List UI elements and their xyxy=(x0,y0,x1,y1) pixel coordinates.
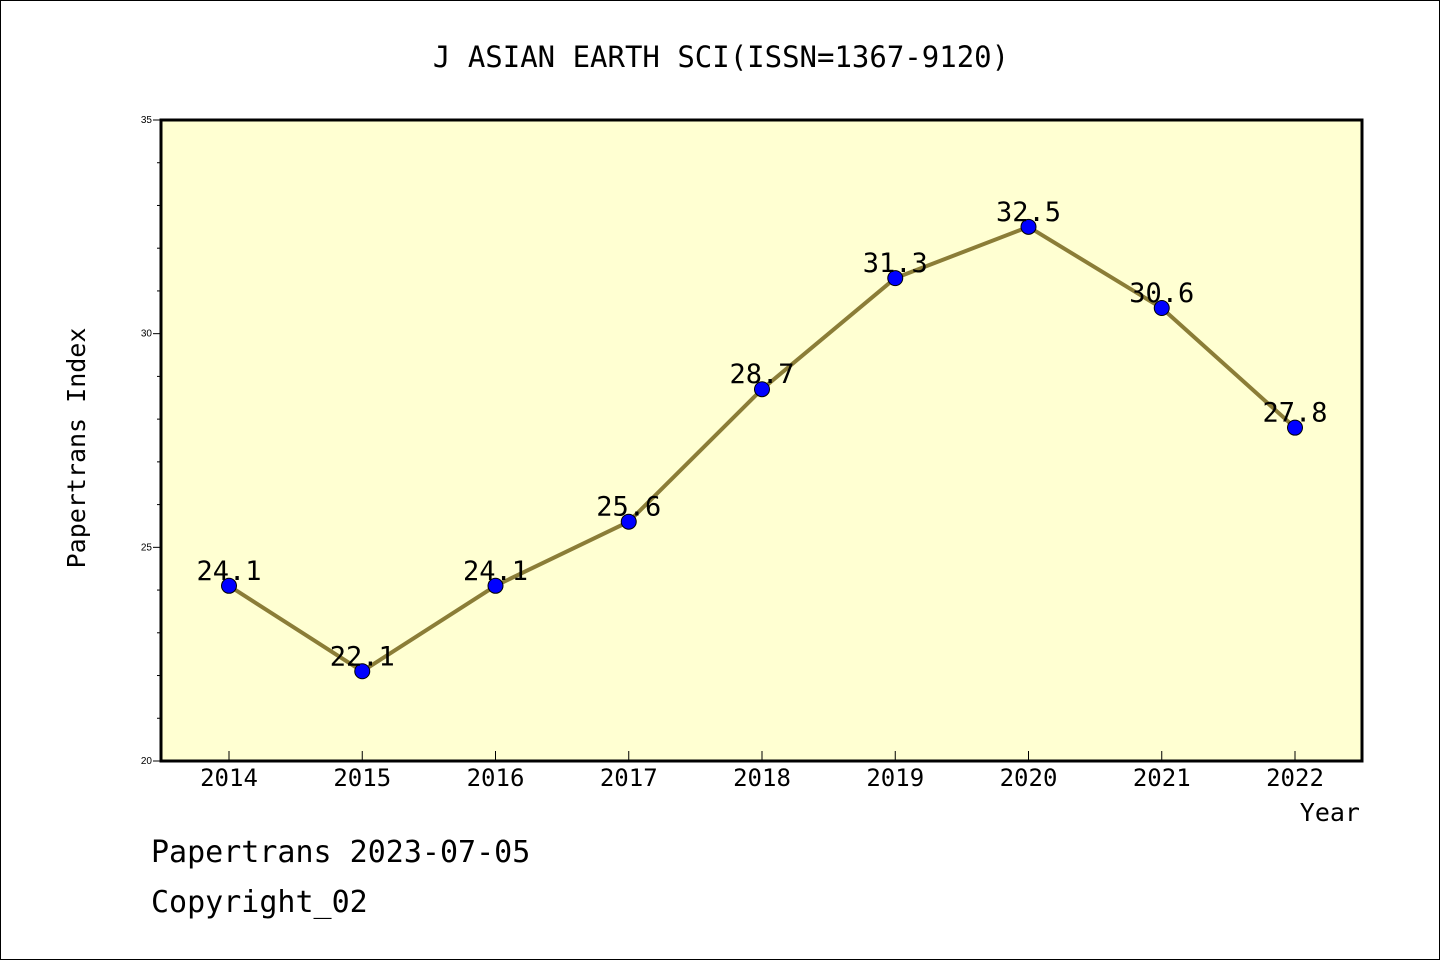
plot-area xyxy=(161,120,1362,761)
data-label: 24.1 xyxy=(463,556,528,587)
y-tick-label: 35 xyxy=(141,115,153,126)
x-tick-label: 2022 xyxy=(1266,764,1324,792)
y-axis-label: Papertrans Index xyxy=(62,328,91,569)
data-label: 32.5 xyxy=(996,197,1061,228)
x-axis-label: Year xyxy=(1300,798,1360,827)
data-point xyxy=(354,663,371,680)
x-tick-label: 2019 xyxy=(866,764,924,792)
y-tick-label: 30 xyxy=(141,329,153,340)
data-label: 28.7 xyxy=(729,359,794,390)
data-point xyxy=(1153,300,1170,317)
y-tick-label: 20 xyxy=(141,756,153,767)
data-point xyxy=(620,513,637,530)
data-point xyxy=(1020,218,1037,235)
data-label: 31.3 xyxy=(863,248,928,279)
x-tick-label: 2021 xyxy=(1133,764,1191,792)
data-point xyxy=(754,381,770,398)
data-point xyxy=(221,577,237,594)
x-tick-label: 2017 xyxy=(600,764,658,792)
x-tick-label: 2020 xyxy=(1000,764,1058,792)
data-label: 24.1 xyxy=(196,556,261,587)
x-tick-label: 2014 xyxy=(200,764,258,792)
data-label: 25.6 xyxy=(596,492,661,523)
y-tick-label: 25 xyxy=(141,542,153,553)
x-axis: 2014 2015 2016 2017 2018 2019 2020 2021 2022 xyxy=(200,751,1324,792)
x-tick-label: 2015 xyxy=(333,764,391,792)
x-tick-label: 2018 xyxy=(733,764,791,792)
x-tick-label: 2016 xyxy=(467,764,525,792)
plot-frame xyxy=(159,118,1364,763)
data-point xyxy=(487,577,504,594)
footer-date: Papertrans 2023-07-05 xyxy=(151,835,531,870)
chart-title: J ASIAN EARTH SCI(ISSN=1367-9120) xyxy=(433,40,1009,74)
data-labels: 24.1 22.1 24.1 25.6 28.7 31.3 32.5 30.6 27.8 xyxy=(196,197,1327,672)
data-label: 22.1 xyxy=(330,641,395,672)
data-point xyxy=(887,270,904,287)
data-label: 30.6 xyxy=(1129,278,1194,309)
y-axis: 20 25 30 35 xyxy=(141,115,161,767)
data-points xyxy=(221,218,1303,680)
data-label: 27.8 xyxy=(1262,398,1327,429)
data-point xyxy=(1287,419,1303,436)
footer-copyright: Copyright_02 xyxy=(151,885,368,920)
